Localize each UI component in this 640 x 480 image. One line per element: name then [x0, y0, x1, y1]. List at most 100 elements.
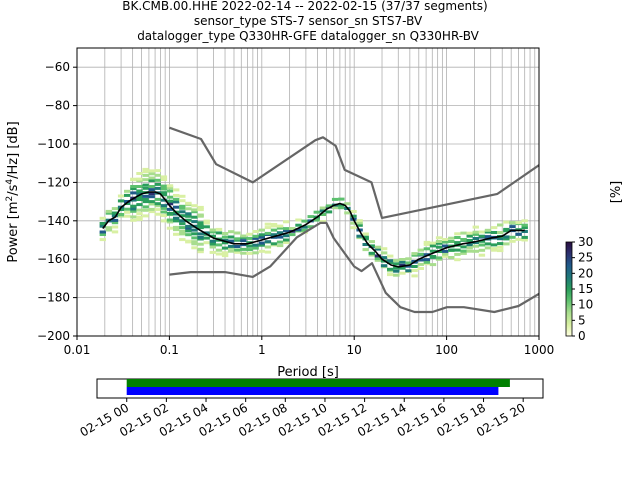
- histogram-cell: [166, 207, 174, 211]
- histogram-cell: [325, 204, 333, 208]
- colorbar-gradient: [565, 241, 573, 337]
- histogram-cell: [497, 249, 504, 253]
- histogram-cell: [490, 248, 498, 252]
- histogram-cell: [154, 204, 161, 208]
- y-tick-label: −180: [37, 291, 70, 305]
- histogram-cell: [160, 178, 168, 181]
- histogram-cell: [405, 261, 412, 265]
- histogram-cell: [442, 240, 449, 244]
- histogram-cell: [313, 210, 320, 214]
- histogram-cell: [417, 248, 424, 252]
- histogram-cell: [264, 222, 272, 226]
- histogram-cell: [466, 234, 473, 238]
- histogram-cell: [203, 236, 210, 240]
- histogram-cell: [160, 193, 168, 197]
- histogram-cell: [111, 218, 119, 222]
- histogram-cell: [380, 247, 388, 251]
- histogram-cell: [417, 262, 424, 266]
- histogram-cell: [454, 236, 461, 239]
- histogram-cell: [460, 231, 467, 235]
- histogram-cell: [429, 241, 437, 245]
- histogram-cell: [160, 219, 168, 223]
- histogram-cell: [374, 247, 382, 251]
- histogram-cell: [374, 258, 382, 262]
- colorbar-tick-label: 30: [578, 235, 593, 249]
- histogram-cell: [124, 210, 131, 214]
- x-axis-label: Period [s]: [277, 365, 339, 380]
- histogram-cell: [515, 237, 522, 241]
- histogram-cell: [393, 273, 400, 277]
- histogram-cell: [130, 198, 137, 202]
- histogram-cell: [472, 241, 479, 244]
- histogram-cell: [111, 207, 119, 211]
- histogram-cell: [154, 169, 161, 173]
- histogram-cell: [460, 251, 467, 255]
- histogram-cell: [111, 225, 119, 229]
- histogram-cell: [173, 197, 180, 201]
- histogram-cell: [466, 249, 473, 253]
- histogram-cell: [276, 231, 284, 235]
- histogram-cell: [142, 167, 149, 171]
- colorbar-tick-label: 20: [578, 266, 593, 280]
- histogram-cell: [221, 254, 229, 258]
- histogram-cell: [142, 186, 149, 190]
- histogram-cell: [399, 263, 406, 267]
- histogram-cell: [497, 242, 504, 246]
- histogram-cell: [130, 215, 137, 219]
- histogram-cell: [356, 221, 363, 225]
- histogram-cell: [393, 269, 400, 273]
- histogram-cell: [136, 203, 143, 207]
- histogram-cell: [338, 206, 345, 210]
- histogram-cell: [356, 223, 363, 227]
- histogram-cell: [435, 256, 443, 260]
- histogram-cell: [179, 199, 186, 203]
- histogram-cell: [521, 235, 528, 239]
- histogram-cell: [228, 239, 235, 243]
- histogram-cell: [179, 210, 186, 214]
- histogram-cell: [423, 260, 431, 264]
- histogram-cell: [484, 235, 492, 239]
- colorbar-tick-label: 5: [578, 313, 586, 327]
- histogram-cell: [270, 242, 278, 246]
- histogram-cell: [362, 243, 369, 246]
- histogram-cell: [435, 245, 443, 249]
- histogram-cell: [197, 221, 204, 225]
- histogram-cell: [185, 229, 192, 233]
- y-tick-label: −120: [37, 175, 70, 189]
- histogram-cell: [521, 226, 528, 230]
- histogram-cell: [423, 253, 431, 257]
- histogram-cell: [270, 228, 278, 232]
- histogram-cell: [350, 214, 357, 218]
- histogram-cell: [148, 176, 155, 180]
- histogram-cell: [197, 232, 204, 236]
- histogram-cell: [362, 232, 369, 236]
- histogram-cell: [203, 221, 210, 225]
- histogram-cell: [228, 244, 235, 248]
- histogram-cell: [246, 232, 253, 236]
- histogram-cell: [503, 235, 510, 239]
- histogram-cell: [191, 236, 198, 240]
- histogram-cell: [497, 223, 504, 227]
- histogram-cell: [191, 246, 198, 250]
- y-tick-label: −100: [37, 137, 70, 151]
- histogram-cell: [289, 233, 296, 237]
- histogram-cell: [301, 228, 308, 232]
- histogram-cell: [209, 228, 216, 232]
- histogram-cell: [387, 267, 394, 271]
- histogram-cell: [124, 214, 131, 218]
- histogram-cell: [179, 238, 186, 242]
- histogram-cell: [301, 219, 308, 223]
- histogram-cell: [264, 245, 272, 249]
- colorbar-tick-label: 25: [578, 251, 593, 265]
- histogram-cell: [319, 209, 327, 213]
- histogram-cell: [99, 233, 106, 236]
- histogram-cell: [240, 247, 247, 251]
- histogram-cell: [387, 269, 394, 273]
- histogram-cell: [295, 228, 302, 232]
- histogram-cell: [258, 235, 265, 239]
- histogram-cell: [393, 262, 400, 266]
- histogram-cell: [258, 233, 265, 237]
- histogram-cell: [509, 239, 516, 243]
